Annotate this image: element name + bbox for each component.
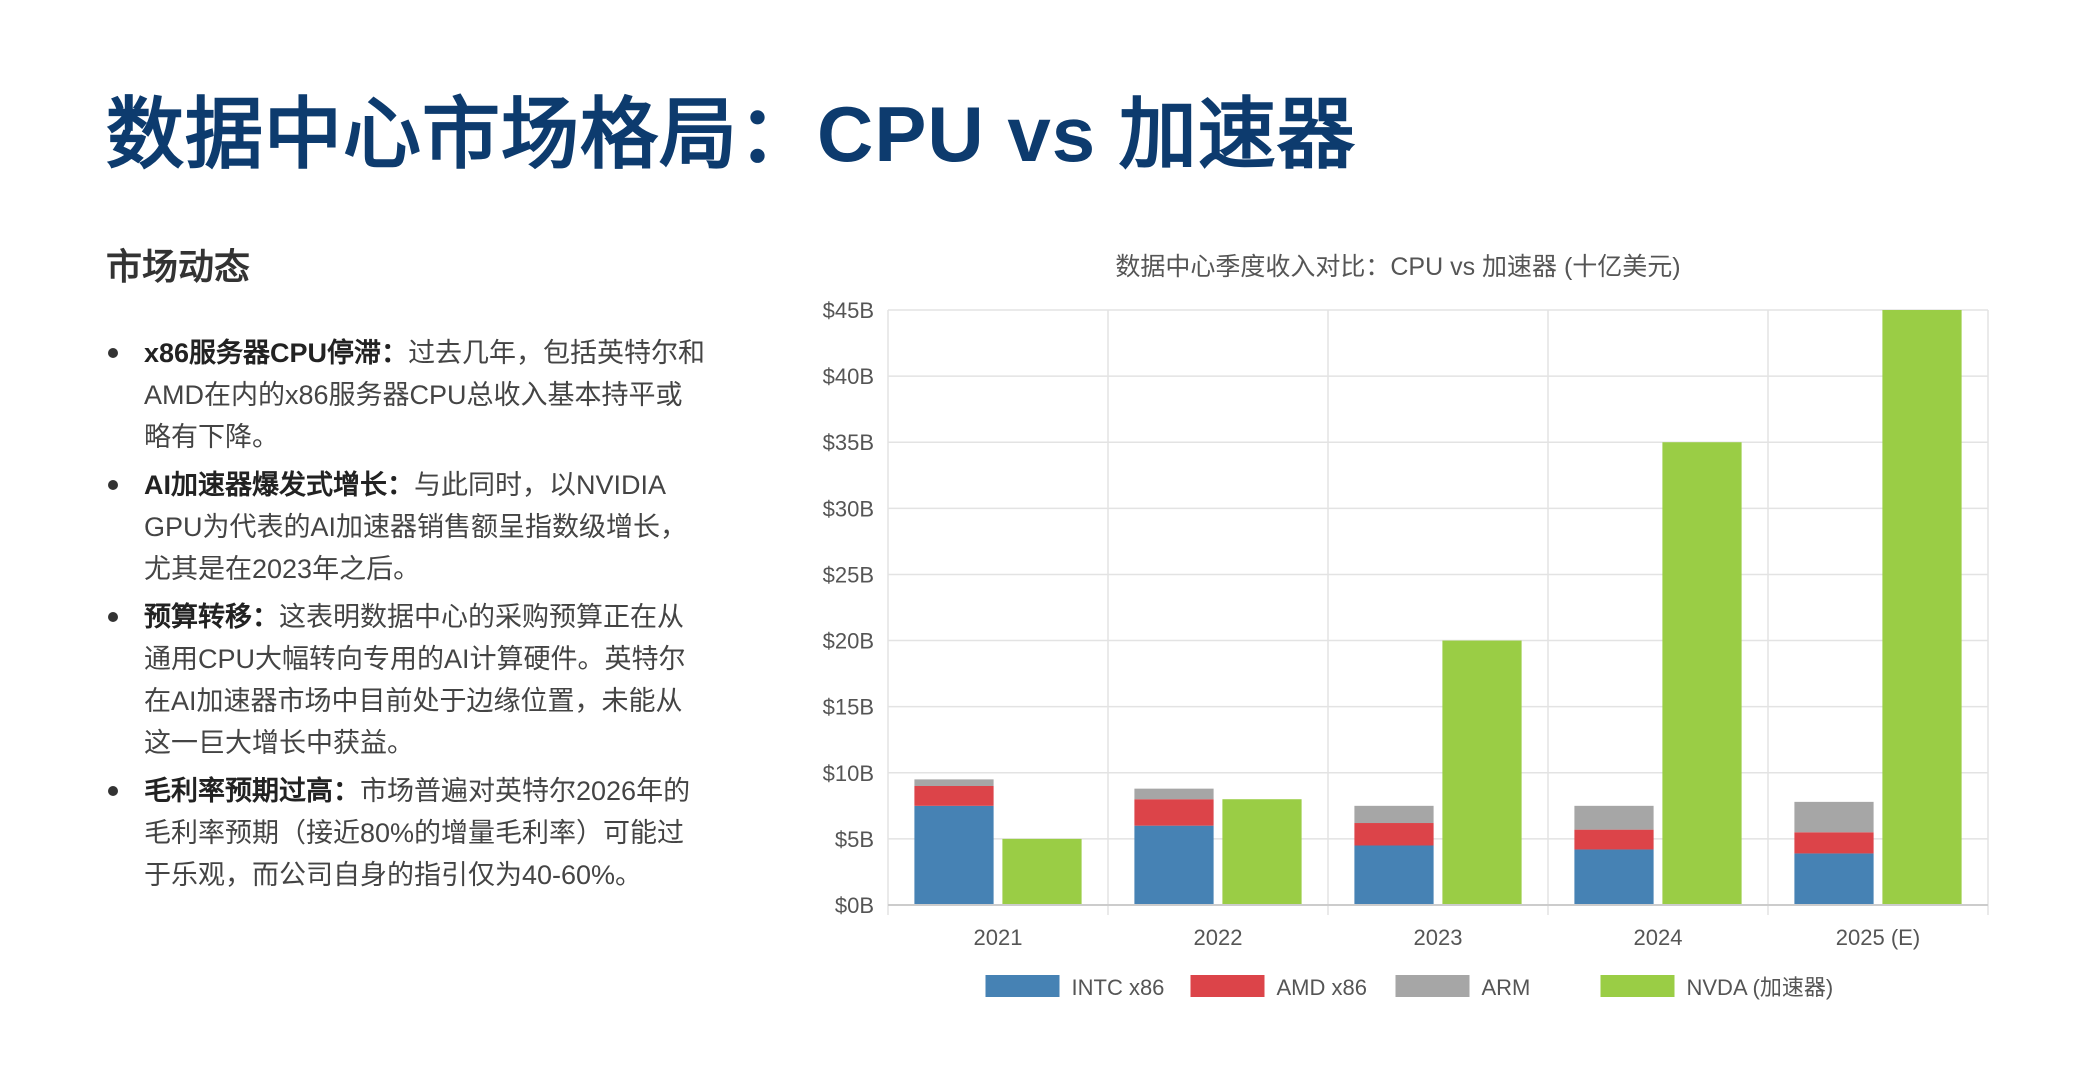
- bar-amd-x86[interactable]: [1794, 832, 1874, 854]
- bullet-text: 这表明数据中心的采购预算正在从通用CPU大幅转向专用的AI计算硬件。英特尔在AI…: [144, 602, 686, 758]
- bar-arm[interactable]: [1794, 801, 1874, 833]
- y-tick-label: $35B: [823, 430, 874, 455]
- bar-intc-x86[interactable]: [1574, 849, 1654, 905]
- market-dynamics-panel: 市场动态 x86服务器CPU停滞：过去几年，包括英特尔和AMD在内的x86服务器…: [106, 238, 706, 902]
- bullet-dot-icon: [108, 480, 118, 490]
- bullet-text: 与此同时，以NVIDIA GPU为代表的AI加速器销售额呈指数级增长，尤其是在2…: [144, 470, 688, 584]
- legend-swatch[interactable]: [1190, 975, 1265, 997]
- y-tick-label: $25B: [823, 562, 874, 587]
- bar-nvda-accelerator[interactable]: [1882, 310, 1962, 905]
- bar-arm[interactable]: [1574, 805, 1654, 830]
- bar-intc-x86[interactable]: [1134, 825, 1214, 905]
- bullet-label: 毛利率预期过高：: [144, 776, 360, 806]
- legend-label[interactable]: ARM: [1482, 975, 1531, 1000]
- bar-intc-x86[interactable]: [1794, 853, 1874, 905]
- bullet-label: 预算转移：: [144, 602, 279, 632]
- revenue-chart-svg: 数据中心季度收入对比：CPU vs 加速器 (十亿美元) $0B$5B$10B$…: [823, 253, 1989, 1000]
- y-tick-label: $5B: [835, 827, 874, 852]
- bar-nvda-accelerator[interactable]: [1442, 640, 1522, 905]
- bar-nvda-accelerator[interactable]: [1662, 442, 1742, 905]
- bar-intc-x86[interactable]: [914, 805, 994, 905]
- bar-arm[interactable]: [1354, 805, 1434, 824]
- bullet-text: 市场普遍对英特尔2026年的毛利率预期（接近80%的增量毛利率）可能过于乐观，而…: [144, 776, 691, 890]
- bar-amd-x86[interactable]: [1574, 829, 1654, 850]
- legend-label[interactable]: NVDA (加速器): [1687, 975, 1834, 1000]
- bullet-dot-icon: [108, 786, 118, 796]
- bullet-item: AI加速器爆发式增长：与此同时，以NVIDIA GPU为代表的AI加速器销售额呈…: [106, 464, 706, 590]
- bullet-list: x86服务器CPU停滞：过去几年，包括英特尔和AMD在内的x86服务器CPU总收…: [106, 332, 706, 896]
- bullet-dot-icon: [108, 612, 118, 622]
- chart-legend[interactable]: INTC x86 AMD x86 ARM NVDA (加速器): [985, 975, 1834, 1000]
- chart-bars: [914, 310, 1962, 906]
- chart-axes: $0B $5B $10B $15B $20B $25B $30B $35B $40B $45B 20…: [823, 298, 1988, 950]
- section-heading: 市场动态: [106, 246, 251, 287]
- y-tick-label: $30B: [823, 496, 874, 521]
- bullet-item: 预算转移：这表明数据中心的采购预算正在从通用CPU大幅转向专用的AI计算硬件。英…: [106, 596, 706, 764]
- legend-label[interactable]: AMD x86: [1277, 975, 1367, 1000]
- y-tick-label: $45B: [823, 298, 874, 323]
- bar-nvda-accelerator[interactable]: [1002, 838, 1082, 905]
- legend-swatch[interactable]: [985, 975, 1060, 997]
- y-tick-label: $0B: [835, 893, 874, 918]
- bar-arm[interactable]: [1134, 788, 1214, 800]
- bar-amd-x86[interactable]: [1354, 823, 1434, 846]
- bar-amd-x86[interactable]: [1134, 799, 1214, 826]
- bullet-label: x86服务器CPU停滞：: [144, 338, 409, 368]
- bar-arm[interactable]: [914, 779, 994, 786]
- x-tick-label: 2022: [1194, 925, 1243, 950]
- revenue-chart: 数据中心季度收入对比：CPU vs 加速器 (十亿美元) $0B $5B $10B $…: [780, 245, 2020, 1025]
- legend-swatch[interactable]: [1395, 975, 1470, 997]
- chart-title: 数据中心季度收入对比：CPU vs 加速器 (十亿美元): [1115, 253, 1680, 281]
- y-tick-label: $20B: [823, 629, 874, 654]
- bullet-item: 毛利率预期过高：市场普遍对英特尔2026年的毛利率预期（接近80%的增量毛利率）…: [106, 770, 706, 896]
- bullet-item: x86服务器CPU停滞：过去几年，包括英特尔和AMD在内的x86服务器CPU总收…: [106, 332, 706, 458]
- legend-swatch[interactable]: [1600, 975, 1675, 997]
- legend-label[interactable]: INTC x86: [1072, 975, 1165, 1000]
- bar-intc-x86[interactable]: [1354, 845, 1434, 906]
- y-tick-label: $15B: [823, 695, 874, 720]
- y-tick-label: $10B: [823, 761, 874, 786]
- bar-nvda-accelerator[interactable]: [1222, 799, 1302, 905]
- x-tick-label: 2023: [1414, 925, 1463, 950]
- x-tick-label: 2024: [1634, 925, 1683, 950]
- x-tick-label: 2025 (E): [1836, 925, 1920, 950]
- page-title: 数据中心市场格局：CPU vs 加速器: [106, 90, 1356, 178]
- bullet-text: 过去几年，包括英特尔和AMD在内的x86服务器CPU总收入基本持平或略有下降。: [144, 338, 706, 452]
- bar-amd-x86[interactable]: [914, 786, 994, 806]
- x-tick-label: 2021: [974, 925, 1023, 950]
- y-tick-label: $40B: [823, 364, 874, 389]
- bullet-label: AI加速器爆发式增长：: [144, 470, 414, 500]
- bullet-dot-icon: [108, 348, 118, 358]
